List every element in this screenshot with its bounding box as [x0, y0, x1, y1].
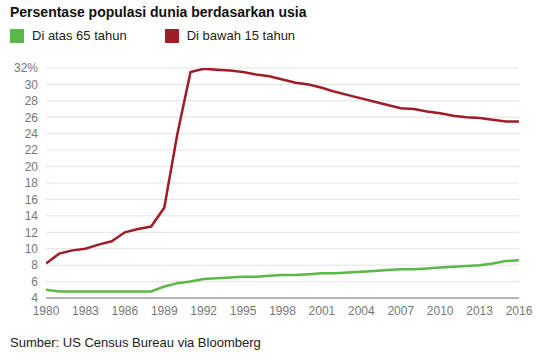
svg-text:20: 20	[25, 160, 39, 174]
svg-text:2010: 2010	[427, 304, 454, 318]
svg-text:2007: 2007	[387, 304, 414, 318]
svg-text:26: 26	[25, 111, 39, 125]
svg-text:32%: 32%	[14, 61, 38, 75]
svg-text:28: 28	[25, 94, 39, 108]
svg-text:1995: 1995	[230, 304, 257, 318]
svg-text:1983: 1983	[72, 304, 99, 318]
svg-text:2001: 2001	[309, 304, 336, 318]
svg-text:14: 14	[25, 209, 39, 223]
svg-text:1989: 1989	[151, 304, 178, 318]
html-text:Di atas 65 tahun: Di atas 65 tahun	[32, 28, 127, 43]
svg-text:6: 6	[31, 275, 38, 289]
svg-text:30: 30	[25, 78, 39, 92]
svg-text:18: 18	[25, 176, 39, 190]
html-text:Di bawah 15 tahun: Di bawah 15 tahun	[186, 28, 296, 43]
svg-text:2013: 2013	[466, 304, 493, 318]
html-text:Sumber: US Census Bureau via B: Sumber: US Census Bureau via Bloomberg	[10, 335, 261, 350]
svg-text:1986: 1986	[111, 304, 138, 318]
svg-text:1998: 1998	[269, 304, 296, 318]
svg-text:8: 8	[31, 258, 38, 272]
svg-text:1992: 1992	[190, 304, 217, 318]
html-text:Persentase populasi dunia berd: Persentase populasi dunia berdasarkan us…	[10, 4, 307, 20]
svg-text:24: 24	[25, 127, 39, 141]
svg-text:2004: 2004	[348, 304, 375, 318]
svg-text:2016: 2016	[506, 304, 533, 318]
svg-text:10: 10	[25, 242, 39, 256]
svg-text:16: 16	[25, 193, 39, 207]
svg-text:12: 12	[25, 226, 39, 240]
svg-text:1980: 1980	[33, 304, 60, 318]
svg-text:4: 4	[31, 291, 38, 305]
svg-text:22: 22	[25, 143, 39, 157]
